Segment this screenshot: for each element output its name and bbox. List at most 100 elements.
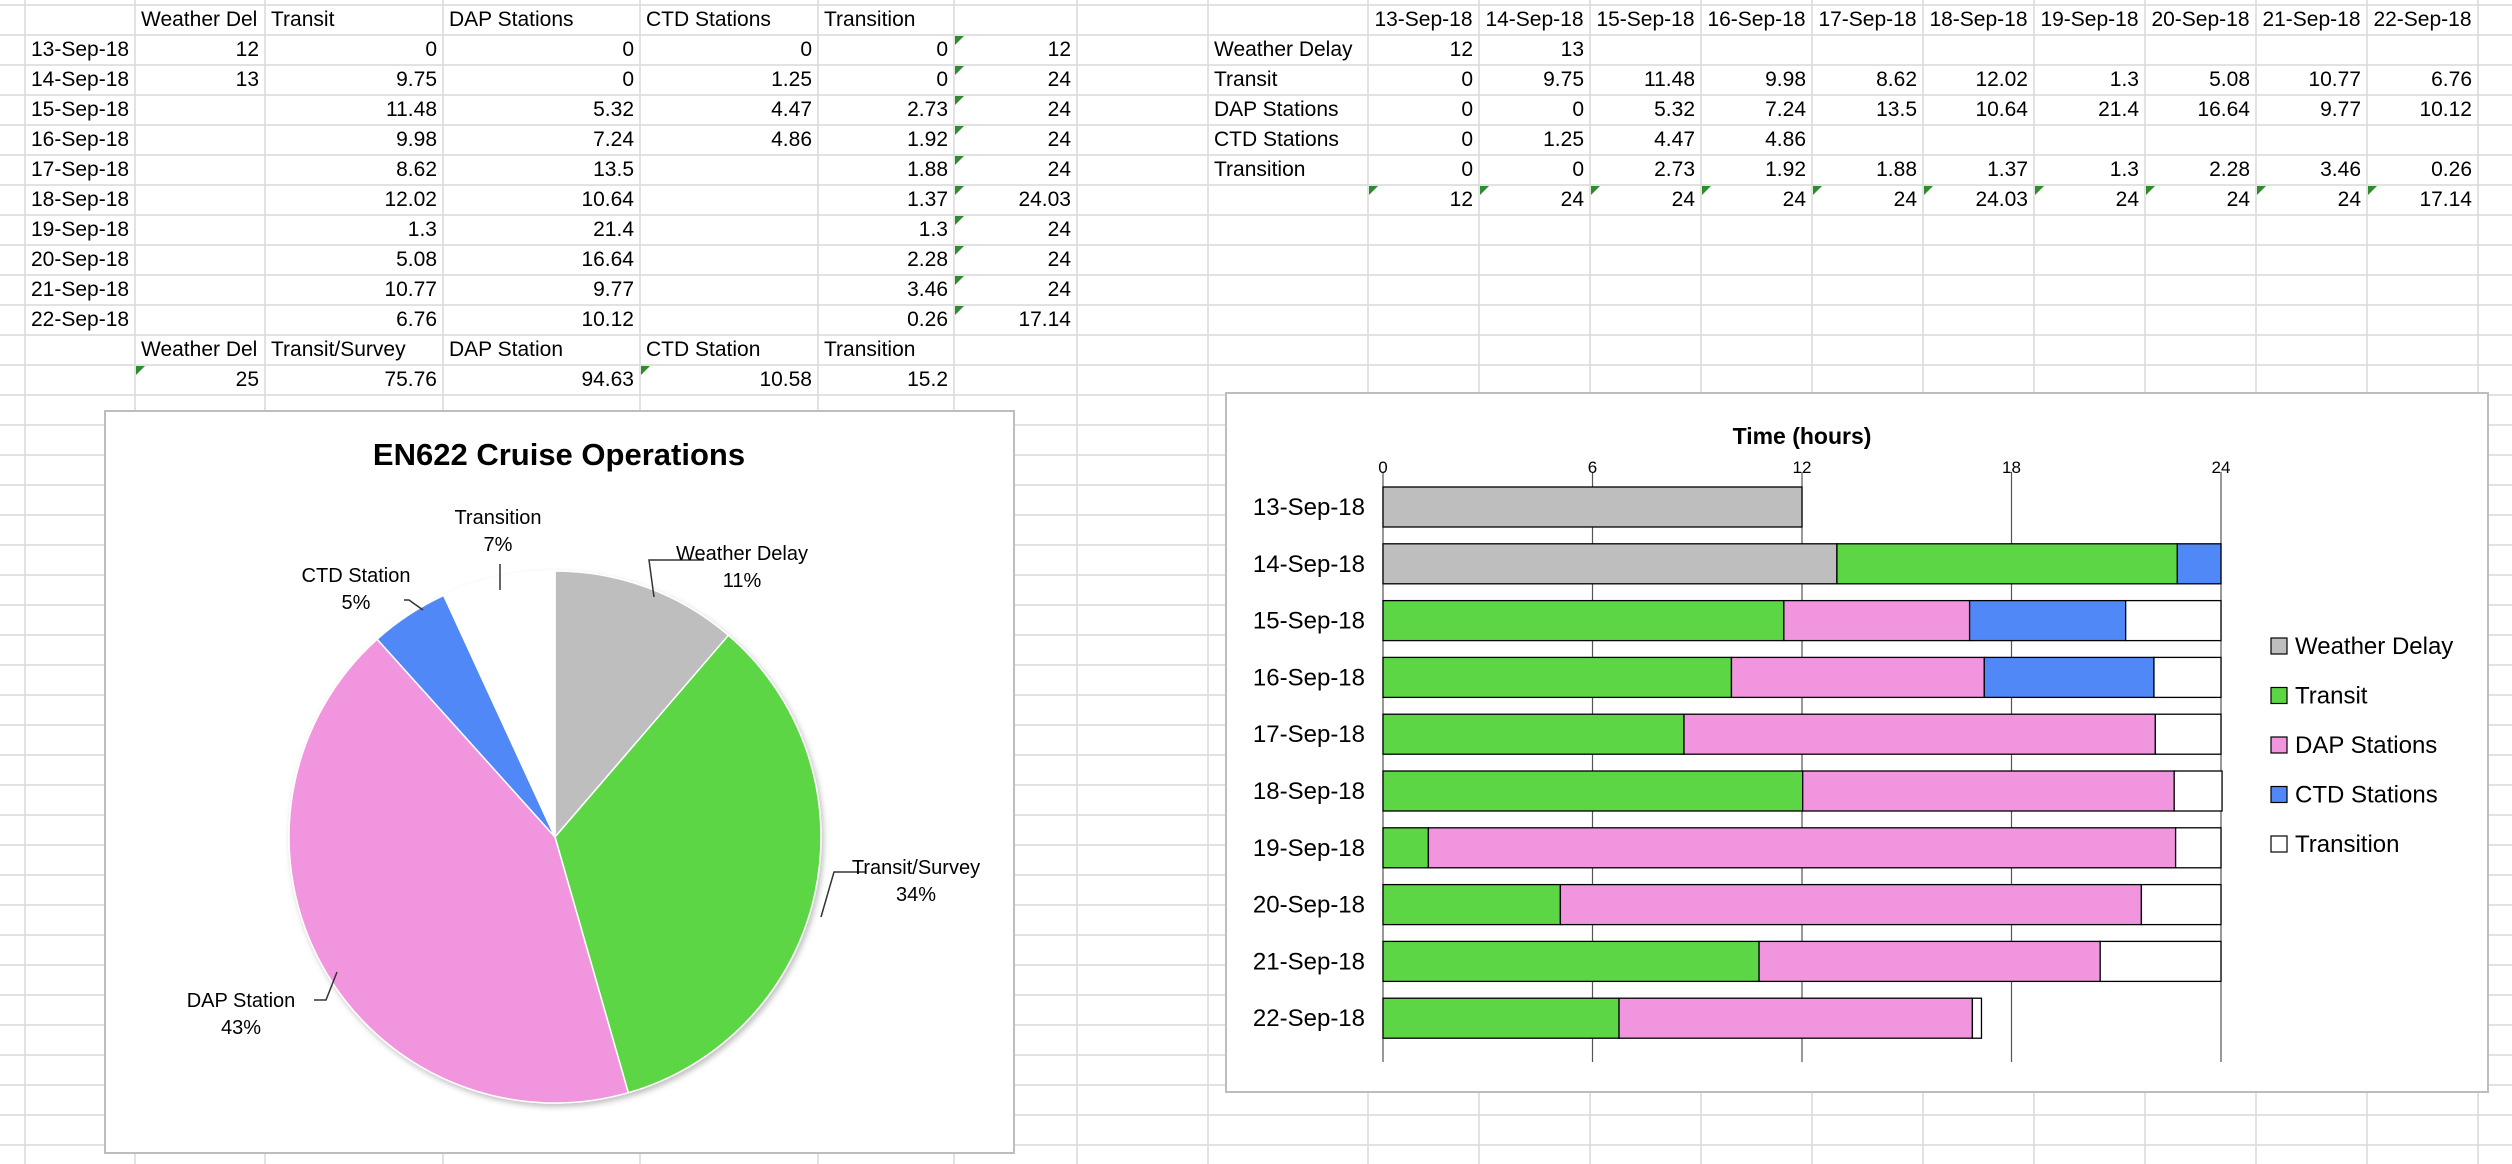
left-value-cell[interactable] bbox=[640, 305, 818, 335]
bar-segment-transition[interactable] bbox=[2153, 656, 2222, 699]
summary-value-cell[interactable]: 94.63 bbox=[581, 368, 634, 391]
left-value-cell[interactable]: 13 bbox=[235, 68, 259, 91]
left-value-cell[interactable]: 4.86 bbox=[771, 128, 812, 151]
left-value-cell[interactable]: 0 bbox=[425, 38, 437, 61]
summary-header-cell[interactable]: Weather Del bbox=[141, 338, 258, 361]
right-date-header[interactable]: 20-Sep-18 bbox=[2151, 8, 2250, 31]
right-date-header[interactable]: 22-Sep-18 bbox=[2373, 8, 2472, 31]
left-total-cell[interactable]: 24 bbox=[1047, 158, 1071, 181]
left-value-cell[interactable]: 5.32 bbox=[593, 98, 634, 121]
pie-slice-transition[interactable] bbox=[442, 570, 556, 838]
right-value-cell[interactable]: 0 bbox=[1572, 158, 1584, 181]
right-date-header[interactable]: 16-Sep-18 bbox=[1707, 8, 1806, 31]
right-value-cell[interactable]: 0.26 bbox=[2431, 158, 2472, 181]
left-value-cell[interactable]: 6.76 bbox=[396, 308, 437, 331]
left-value-cell[interactable] bbox=[640, 155, 818, 185]
bar-segment-transition[interactable] bbox=[2174, 827, 2222, 869]
left-value-cell[interactable]: 12 bbox=[235, 38, 259, 61]
left-value-cell[interactable]: 21.4 bbox=[593, 218, 634, 241]
left-value-cell[interactable]: 0 bbox=[936, 68, 948, 91]
legend-entry[interactable]: Weather Delay bbox=[2295, 633, 2453, 660]
bar-segment-dap-stations[interactable] bbox=[1730, 656, 1985, 699]
right-value-cell[interactable] bbox=[1923, 125, 2034, 155]
right-total-cell[interactable]: 24 bbox=[1671, 188, 1695, 211]
left-value-cell[interactable]: 1.3 bbox=[407, 218, 437, 241]
right-date-header[interactable]: 13-Sep-18 bbox=[1374, 8, 1473, 31]
right-value-cell[interactable]: 13 bbox=[1560, 38, 1584, 61]
bar-segment-ctd-stations[interactable] bbox=[1983, 656, 2155, 699]
right-value-cell[interactable] bbox=[2145, 35, 2256, 65]
summary-header-cell[interactable]: Transit/Survey bbox=[271, 338, 406, 361]
bar-segment-transition[interactable] bbox=[1971, 997, 1983, 1039]
left-value-cell[interactable]: 10.12 bbox=[581, 308, 634, 331]
left-value-cell[interactable]: 13.5 bbox=[593, 158, 634, 181]
right-value-cell[interactable]: 1.3 bbox=[2109, 68, 2139, 91]
bar-segment-dap-stations[interactable] bbox=[1683, 713, 2157, 755]
right-value-cell[interactable]: 9.77 bbox=[2320, 98, 2361, 121]
bar-segment-dap-stations[interactable] bbox=[1427, 827, 2177, 869]
bar-chart-panel[interactable]: Time (hours) 0 6 12 18 24 13-Sep-18 14-Sep-18 15… bbox=[1225, 392, 2489, 1093]
right-value-cell[interactable]: 9.75 bbox=[1543, 68, 1584, 91]
right-total-cell[interactable]: 24 bbox=[2226, 188, 2250, 211]
summary-value-cell[interactable]: 75.76 bbox=[384, 368, 437, 391]
bar-segment-ctd-stations[interactable] bbox=[1968, 599, 2127, 642]
right-value-cell[interactable]: 9.98 bbox=[1765, 68, 1806, 91]
right-total-cell[interactable]: 24 bbox=[1560, 188, 1584, 211]
right-value-cell[interactable]: 13.5 bbox=[1876, 98, 1917, 121]
right-date-header[interactable]: 18-Sep-18 bbox=[1929, 8, 2028, 31]
summary-value-cell[interactable]: 10.58 bbox=[759, 368, 812, 391]
right-value-cell[interactable]: 1.92 bbox=[1765, 158, 1806, 181]
right-value-cell[interactable]: 3.46 bbox=[2320, 158, 2361, 181]
left-date-cell[interactable]: 15-Sep-18 bbox=[31, 98, 130, 121]
right-value-cell[interactable]: 1.3 bbox=[2109, 158, 2139, 181]
right-value-cell[interactable] bbox=[2034, 35, 2145, 65]
legend-entry[interactable]: CTD Stations bbox=[2295, 782, 2438, 809]
right-value-cell[interactable]: 10.77 bbox=[2308, 68, 2361, 91]
left-date-cell[interactable]: 22-Sep-18 bbox=[31, 308, 130, 331]
left-value-cell[interactable] bbox=[135, 245, 265, 275]
left-date-cell[interactable]: 14-Sep-18 bbox=[31, 68, 130, 91]
left-value-cell[interactable] bbox=[135, 305, 265, 335]
right-value-cell[interactable] bbox=[2367, 35, 2478, 65]
left-total-cell[interactable]: 24 bbox=[1047, 68, 1071, 91]
left-value-cell[interactable]: 1.3 bbox=[918, 218, 948, 241]
bar-segment-transit[interactable] bbox=[1382, 599, 1785, 642]
right-value-cell[interactable]: 10.64 bbox=[1975, 98, 2028, 121]
left-value-cell[interactable]: 12.02 bbox=[384, 188, 437, 211]
legend-entry[interactable]: Transition bbox=[2295, 831, 2399, 858]
right-value-cell[interactable]: 4.47 bbox=[1654, 128, 1695, 151]
bar-segment-dap-stations[interactable] bbox=[1559, 883, 2143, 926]
left-total-cell[interactable]: 12 bbox=[1047, 38, 1071, 61]
left-header-cell[interactable]: CTD Stations bbox=[646, 8, 771, 31]
left-date-cell[interactable]: 19-Sep-18 bbox=[31, 218, 130, 241]
summary-header-cell[interactable]: CTD Station bbox=[646, 338, 761, 361]
left-value-cell[interactable]: 0 bbox=[800, 38, 812, 61]
right-total-cell[interactable]: 24 bbox=[1782, 188, 1806, 211]
right-value-cell[interactable]: 0 bbox=[1461, 128, 1473, 151]
right-value-cell[interactable]: 12 bbox=[1449, 38, 1473, 61]
left-value-cell[interactable]: 10.64 bbox=[581, 188, 634, 211]
left-total-cell[interactable]: 24 bbox=[1047, 248, 1071, 271]
bar-segment-transit[interactable] bbox=[1382, 827, 1430, 869]
right-value-cell[interactable] bbox=[2256, 35, 2367, 65]
left-total-cell[interactable]: 24 bbox=[1047, 128, 1071, 151]
left-value-cell[interactable]: 5.08 bbox=[396, 248, 437, 271]
left-value-cell[interactable] bbox=[640, 185, 818, 215]
right-value-cell[interactable] bbox=[2145, 125, 2256, 155]
bar-segment-transition[interactable] bbox=[2140, 883, 2222, 926]
bar-segment-dap-stations[interactable] bbox=[1802, 770, 2175, 812]
right-value-cell[interactable] bbox=[1812, 35, 1923, 65]
bar-segment-dap-stations[interactable] bbox=[1783, 599, 1971, 642]
right-value-cell[interactable]: 4.86 bbox=[1765, 128, 1806, 151]
bar-segment-transit[interactable] bbox=[1836, 543, 2179, 585]
right-total-cell[interactable]: 17.14 bbox=[2419, 188, 2472, 211]
left-header-cell[interactable]: Transition bbox=[824, 8, 916, 31]
left-date-cell[interactable]: 21-Sep-18 bbox=[31, 278, 130, 301]
right-total-cell[interactable]: 12 bbox=[1449, 188, 1473, 211]
right-total-cell[interactable]: 24 bbox=[1893, 188, 1917, 211]
right-value-cell[interactable]: 5.08 bbox=[2209, 68, 2250, 91]
left-value-cell[interactable]: 3.46 bbox=[907, 278, 948, 301]
left-date-cell[interactable]: 18-Sep-18 bbox=[31, 188, 130, 211]
left-value-cell[interactable] bbox=[135, 125, 265, 155]
left-value-cell[interactable] bbox=[135, 185, 265, 215]
